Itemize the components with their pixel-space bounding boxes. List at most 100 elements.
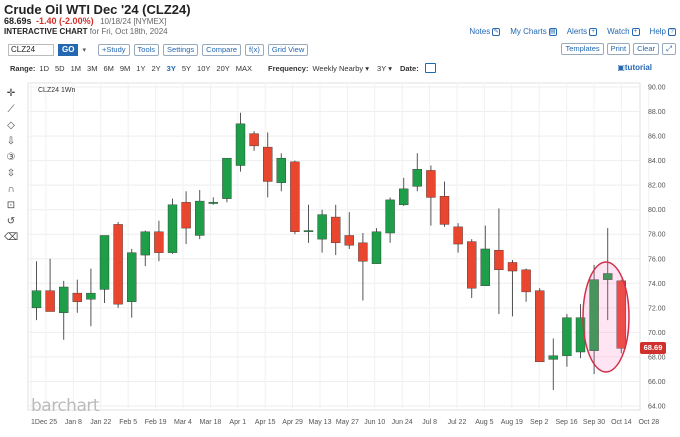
candle-body bbox=[99, 235, 110, 290]
subtitle-date: for Fri, Oct 18th, 2024 bbox=[87, 27, 168, 36]
crosshair-icon[interactable]: ✛ bbox=[6, 88, 16, 99]
help-label: Help bbox=[649, 27, 666, 36]
undo-icon[interactable]: ↺ bbox=[6, 216, 16, 227]
watch-link[interactable]: Watch + bbox=[607, 27, 640, 36]
candle-body bbox=[548, 355, 558, 360]
x-tick-label: Jul 22 bbox=[448, 419, 467, 426]
compare-button[interactable]: Compare bbox=[202, 43, 242, 56]
range-max[interactable]: MAX bbox=[235, 63, 253, 73]
fibonacci-icon[interactable]: ③ bbox=[6, 152, 16, 163]
alerts-link[interactable]: Alerts + bbox=[567, 27, 598, 36]
candle-body bbox=[249, 133, 259, 147]
date-label: Date: bbox=[399, 63, 419, 73]
x-tick-label: Sep 2 bbox=[530, 419, 548, 426]
range-1d[interactable]: 1D bbox=[39, 63, 50, 73]
x-tick-label: Mar 4 bbox=[174, 419, 192, 426]
range-1m[interactable]: 1M bbox=[70, 63, 82, 73]
shapes-icon[interactable]: ◇ bbox=[7, 120, 15, 131]
x-axis: 1 Dec 25 Jan 8 Jan 22 Feb 5 Feb 19 Mar 4 Mar 18… bbox=[31, 419, 659, 426]
tutorial-link[interactable]: ▣tutorial bbox=[617, 63, 652, 72]
clear-button[interactable]: Clear bbox=[633, 43, 659, 55]
expand-icon[interactable]: ⤢ bbox=[662, 43, 676, 55]
x-tick-label: 1 bbox=[31, 419, 35, 426]
go-button[interactable]: GO bbox=[58, 43, 79, 56]
candle-body bbox=[86, 292, 96, 300]
range-bar: Range: 1D 5D 1M 3M 6M 9M 1Y 2Y 3Y 5Y 10Y… bbox=[0, 61, 680, 75]
notes-link[interactable]: Notes ✎ bbox=[469, 27, 501, 36]
help-link[interactable]: Help? bbox=[650, 27, 676, 36]
candle-body bbox=[344, 235, 354, 246]
study-button[interactable]: +Study bbox=[97, 43, 130, 56]
tutorial-label: tutorial bbox=[624, 63, 652, 72]
candle-body bbox=[126, 252, 137, 302]
y-tick-label: 90.00 bbox=[648, 85, 666, 92]
x-tick-label: Feb 19 bbox=[145, 419, 167, 426]
tools-button[interactable]: Tools bbox=[133, 43, 160, 56]
x-tick-label: Oct 14 bbox=[611, 419, 632, 426]
price-chart[interactable]: 64.00 66.00 68.00 70.00 72.00 74.00 76.00 78.00… bbox=[0, 76, 680, 437]
y-tick-label: 84.00 bbox=[648, 158, 666, 165]
my-charts-link[interactable]: My Charts ▤ bbox=[510, 27, 557, 36]
x-tick-label: Apr 29 bbox=[282, 419, 303, 426]
help-icon: ? bbox=[668, 27, 676, 36]
last-price-tag: 68.69 bbox=[640, 342, 666, 354]
candle-body bbox=[589, 279, 599, 351]
symbol-input[interactable]: CLZ24 bbox=[8, 43, 54, 56]
candle-body bbox=[303, 230, 314, 232]
x-tick-label: Apr 1 bbox=[229, 419, 246, 426]
alerts-icon: + bbox=[589, 27, 598, 36]
period-select[interactable]: 3Y ▾ bbox=[377, 64, 392, 73]
chart-legend-symbol: CLZ24 1Wn bbox=[38, 87, 75, 94]
candle-body bbox=[562, 317, 572, 356]
templates-button[interactable]: Templates bbox=[561, 43, 604, 55]
drawing-tools: ✛ ⟋ ◇ ⇩ ③ ⇳ ∩ ⊡ ↺ ⌫ bbox=[4, 88, 22, 248]
range-9m[interactable]: 9M bbox=[119, 63, 131, 73]
quote-meta: 10/18/24 [NYMEX] bbox=[100, 17, 167, 26]
print-button[interactable]: Print bbox=[606, 43, 631, 55]
candle-body bbox=[317, 214, 327, 240]
watch-icon: + bbox=[631, 27, 640, 36]
y-tick-label: 70.00 bbox=[648, 330, 666, 337]
x-tick-label: May 13 bbox=[309, 419, 332, 426]
candle-body bbox=[263, 146, 273, 182]
notes-icon: ✎ bbox=[492, 27, 501, 36]
range-1y[interactable]: 1Y bbox=[136, 63, 146, 73]
range-5d[interactable]: 5D bbox=[55, 63, 65, 73]
x-tick-label: Feb 5 bbox=[119, 419, 137, 426]
range-6m[interactable]: 6M bbox=[103, 63, 114, 73]
range-3y[interactable]: 3Y bbox=[166, 63, 176, 73]
measure-icon[interactable]: ⇳ bbox=[6, 168, 16, 179]
magnet-icon[interactable]: ∩ bbox=[7, 184, 15, 195]
range-3m[interactable]: 3M bbox=[87, 63, 98, 73]
symbol-dropdown-icon[interactable]: ▾ bbox=[82, 46, 86, 54]
calendar-icon[interactable] bbox=[424, 63, 436, 73]
x-tick-label: Oct 28 bbox=[638, 419, 659, 426]
y-tick-label: 74.00 bbox=[648, 281, 666, 288]
notes-label: Notes bbox=[469, 27, 491, 36]
x-tick-label: Jan 22 bbox=[90, 419, 111, 426]
candle-body bbox=[290, 161, 300, 232]
range-20y[interactable]: 20Y bbox=[216, 63, 230, 73]
candle-body bbox=[371, 231, 382, 264]
lock-icon[interactable]: ⊡ bbox=[6, 200, 16, 211]
candle-body bbox=[72, 292, 83, 302]
x-tick-label: Mar 18 bbox=[200, 419, 222, 426]
candle-body bbox=[426, 170, 436, 198]
frequency-select[interactable]: Weekly Nearby ▾ bbox=[312, 64, 369, 73]
candle-body bbox=[399, 188, 409, 205]
y-tick-label: 64.00 bbox=[648, 404, 666, 411]
settings-button[interactable]: Settings bbox=[163, 43, 199, 56]
fx-button[interactable]: f(x) bbox=[245, 43, 264, 56]
arrow-down-icon[interactable]: ⇩ bbox=[6, 136, 16, 147]
toolbar-right: Templates Print Clear ⤢ bbox=[561, 43, 676, 55]
grid-view-button[interactable]: Grid View bbox=[267, 43, 309, 56]
x-tick-label: May 27 bbox=[336, 419, 359, 426]
trendline-icon[interactable]: ⟋ bbox=[7, 104, 15, 115]
range-2y[interactable]: 2Y bbox=[151, 63, 161, 73]
range-5y[interactable]: 5Y bbox=[181, 63, 192, 73]
candle-body bbox=[603, 273, 613, 280]
candle-body bbox=[31, 290, 42, 309]
range-10y[interactable]: 10Y bbox=[197, 63, 211, 73]
candle-body bbox=[616, 280, 626, 349]
trash-icon[interactable]: ⌫ bbox=[4, 232, 19, 243]
